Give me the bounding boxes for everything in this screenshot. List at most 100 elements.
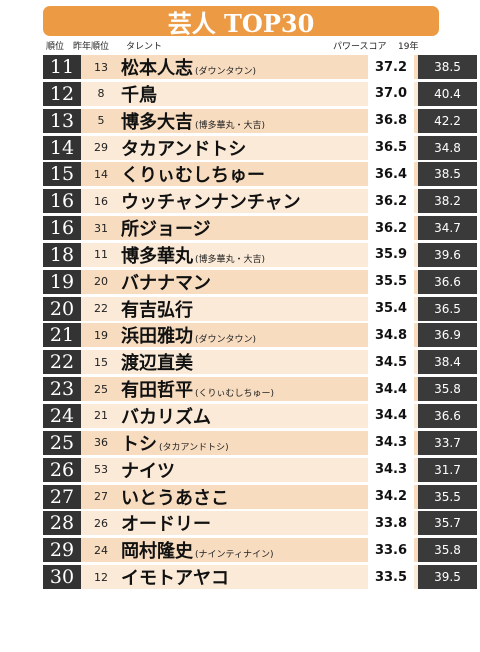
talent-name: くりぃむしちゅー <box>121 165 265 187</box>
power-score-cell: 35.5 <box>368 269 414 294</box>
table-row: 24 21 バカリズム 34.4 36.6 <box>43 403 477 429</box>
power-score-cell: 37.0 <box>368 81 414 106</box>
talent-cell: バカリズム <box>121 403 331 429</box>
power-score-cell: 33.6 <box>368 538 414 563</box>
table-row: 14 29 タカアンドトシ 36.5 34.8 <box>43 135 477 161</box>
last-year-score-cell: 38.5 <box>418 55 477 79</box>
prev-rank-cell: 19 <box>94 328 108 342</box>
last-year-score-cell: 38.4 <box>418 350 477 375</box>
row-body: 19 浜田雅功 (ダウンタウン) 34.8 36.9 <box>81 322 477 348</box>
power-score-cell: 36.4 <box>368 162 414 187</box>
row-body: 12 イモトアヤコ 33.5 39.5 <box>81 565 477 590</box>
row-body: 5 博多大吉 (博多華丸・大吉) 36.8 42.2 <box>81 108 477 133</box>
talent-name: バカリズム <box>121 406 211 428</box>
prev-rank-cell: 31 <box>94 221 108 235</box>
rank-cell: 20 <box>43 296 81 321</box>
row-body: 14 くりぃむしちゅー 36.4 38.5 <box>81 162 477 187</box>
rank-cell: 18 <box>43 242 81 267</box>
prev-rank-cell: 22 <box>94 302 108 316</box>
talent-group-note: (タカアンドトシ) <box>159 442 229 453</box>
row-body: 22 有吉弘行 35.4 36.5 <box>81 296 477 321</box>
last-year-score-cell: 38.5 <box>418 162 477 187</box>
last-year-score-cell: 39.6 <box>418 242 477 267</box>
prev-rank-cell: 13 <box>94 60 108 74</box>
rank-cell: 27 <box>43 484 81 509</box>
talent-cell: 渡辺直美 <box>121 349 331 375</box>
power-score-cell: 36.2 <box>368 189 414 214</box>
table-row: 27 27 いとうあさこ 34.2 35.5 <box>43 484 477 510</box>
rank-cell: 16 <box>43 216 81 241</box>
talent-name: 博多華丸 <box>121 245 193 267</box>
table-row: 20 22 有吉弘行 35.4 36.5 <box>43 296 477 321</box>
talent-name: いとうあさこ <box>121 487 229 509</box>
talent-name: 千鳥 <box>121 84 157 106</box>
power-score-cell: 33.8 <box>368 511 414 536</box>
prev-rank-cell: 24 <box>94 543 108 557</box>
rank-cell: 29 <box>43 538 81 563</box>
header-talent: タレント <box>126 42 163 52</box>
rank-cell: 25 <box>43 430 81 455</box>
row-body: 53 ナイツ 34.3 31.7 <box>81 457 477 482</box>
table-row: 21 19 浜田雅功 (ダウンタウン) 34.8 36.9 <box>43 322 477 348</box>
prev-rank-cell: 5 <box>97 114 105 128</box>
table-row: 26 53 ナイツ 34.3 31.7 <box>43 457 477 482</box>
last-year-score-cell: 36.5 <box>418 296 477 321</box>
talent-cell: バナナマン <box>121 269 331 295</box>
rank-cell: 26 <box>43 457 81 482</box>
talent-name: 所ジョージ <box>121 219 211 241</box>
rank-cell: 13 <box>43 108 81 133</box>
last-year-score-cell: 36.6 <box>418 403 477 428</box>
talent-cell: 浜田雅功 (ダウンタウン) <box>121 322 331 348</box>
table-row: 30 12 イモトアヤコ 33.5 39.5 <box>43 565 477 590</box>
rank-cell: 16 <box>43 189 81 214</box>
talent-cell: いとうあさこ <box>121 484 331 510</box>
power-score-cell: 33.5 <box>368 565 414 590</box>
prev-rank-cell: 53 <box>94 463 108 477</box>
talent-cell: タカアンドトシ <box>121 135 331 161</box>
talent-name: ナイツ <box>121 460 175 482</box>
power-score-cell: 36.8 <box>368 108 414 133</box>
header-last-year: 19年 <box>398 42 419 52</box>
row-body: 16 ウッチャンナンチャン 36.2 38.2 <box>81 189 477 214</box>
last-year-score-cell: 33.7 <box>418 430 477 455</box>
row-body: 29 タカアンドトシ 36.5 34.8 <box>81 135 477 161</box>
talent-name: ウッチャンナンチャン <box>121 192 301 214</box>
last-year-score-cell: 35.7 <box>418 511 477 536</box>
row-body: 21 バカリズム 34.4 36.6 <box>81 403 477 429</box>
talent-name: 有田哲平 <box>121 380 193 402</box>
table-row: 28 26 オードリー 33.8 35.7 <box>43 510 477 536</box>
prev-rank-cell: 26 <box>94 516 108 530</box>
rank-cell: 12 <box>43 81 81 106</box>
row-body: 26 オードリー 33.8 35.7 <box>81 510 477 536</box>
last-year-score-cell: 31.7 <box>418 457 477 482</box>
rank-cell: 14 <box>43 135 81 160</box>
talent-cell: 所ジョージ <box>121 215 331 241</box>
talent-cell: 千鳥 <box>121 81 331 107</box>
header-power-score: パワースコア <box>333 42 387 52</box>
rank-cell: 30 <box>43 565 81 590</box>
talent-name: 岡村隆史 <box>121 541 193 563</box>
rank-cell: 19 <box>43 269 81 294</box>
row-body: 8 千鳥 37.0 40.4 <box>81 81 477 107</box>
power-score-cell: 36.2 <box>368 216 414 241</box>
table-row: 25 36 トシ (タカアンドトシ) 34.3 33.7 <box>43 430 477 455</box>
rank-cell: 11 <box>43 55 81 79</box>
talent-name: バナナマン <box>121 272 211 294</box>
table-row: 16 31 所ジョージ 36.2 34.7 <box>43 215 477 241</box>
last-year-score-cell: 42.2 <box>418 108 477 133</box>
talent-group-note: (くりぃむしちゅー) <box>195 389 275 400</box>
talent-name: イモトアヤコ <box>121 568 229 590</box>
power-score-cell: 36.5 <box>368 135 414 160</box>
table-row: 18 11 博多華丸 (博多華丸・大吉) 35.9 39.6 <box>43 242 477 267</box>
talent-name: オードリー <box>121 514 211 536</box>
power-score-cell: 34.3 <box>368 430 414 455</box>
talent-cell: オードリー <box>121 510 331 536</box>
row-body: 31 所ジョージ 36.2 34.7 <box>81 215 477 241</box>
power-score-cell: 34.2 <box>368 484 414 509</box>
row-body: 27 いとうあさこ 34.2 35.5 <box>81 484 477 510</box>
power-score-cell: 34.8 <box>368 323 414 348</box>
prev-rank-cell: 27 <box>94 490 108 503</box>
row-body: 25 有田哲平 (くりぃむしちゅー) 34.4 35.8 <box>81 377 477 402</box>
talent-name: 有吉弘行 <box>121 299 193 321</box>
table-row: 11 13 松本人志 (ダウンタウン) 37.2 38.5 <box>43 55 477 79</box>
